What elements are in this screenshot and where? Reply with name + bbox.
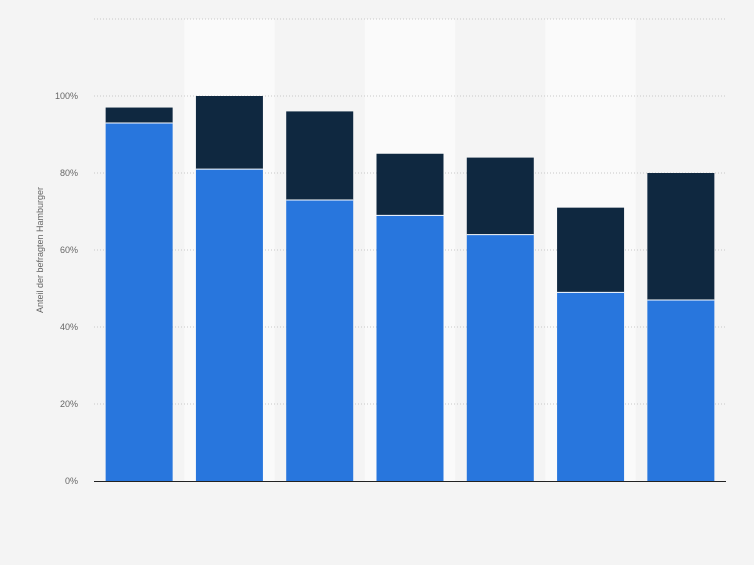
y-tick-labels: 0% 20% 40% 60% 80% 100%: [55, 91, 78, 486]
y-axis-label: Anteil der befragten Hamburger: [35, 187, 45, 313]
y-tick-label: 20%: [60, 399, 78, 409]
bar-segment-series-1: [286, 199, 354, 481]
bar-segment-series-2: [466, 157, 534, 235]
bars: [105, 96, 715, 481]
bar-segment-series-2: [376, 153, 444, 216]
bar-segment-series-1: [195, 169, 263, 481]
y-tick-label: 60%: [60, 245, 78, 255]
bar-segment-series-1: [557, 292, 625, 481]
y-tick-label: 100%: [55, 91, 78, 101]
bar-segment-series-2: [286, 111, 354, 200]
y-tick-label: 0%: [65, 476, 78, 486]
bar-segment-series-2: [105, 107, 173, 123]
bar-segment-series-2: [557, 207, 625, 293]
bar-segment-series-1: [466, 234, 534, 481]
bar-segment-series-1: [376, 215, 444, 481]
bar-segment-series-1: [105, 122, 173, 481]
y-tick-label: 80%: [60, 168, 78, 178]
y-tick-label: 40%: [60, 322, 78, 332]
bar-segment-series-2: [195, 96, 263, 170]
bar-segment-series-1: [647, 300, 715, 481]
bar-segment-series-2: [647, 173, 715, 301]
